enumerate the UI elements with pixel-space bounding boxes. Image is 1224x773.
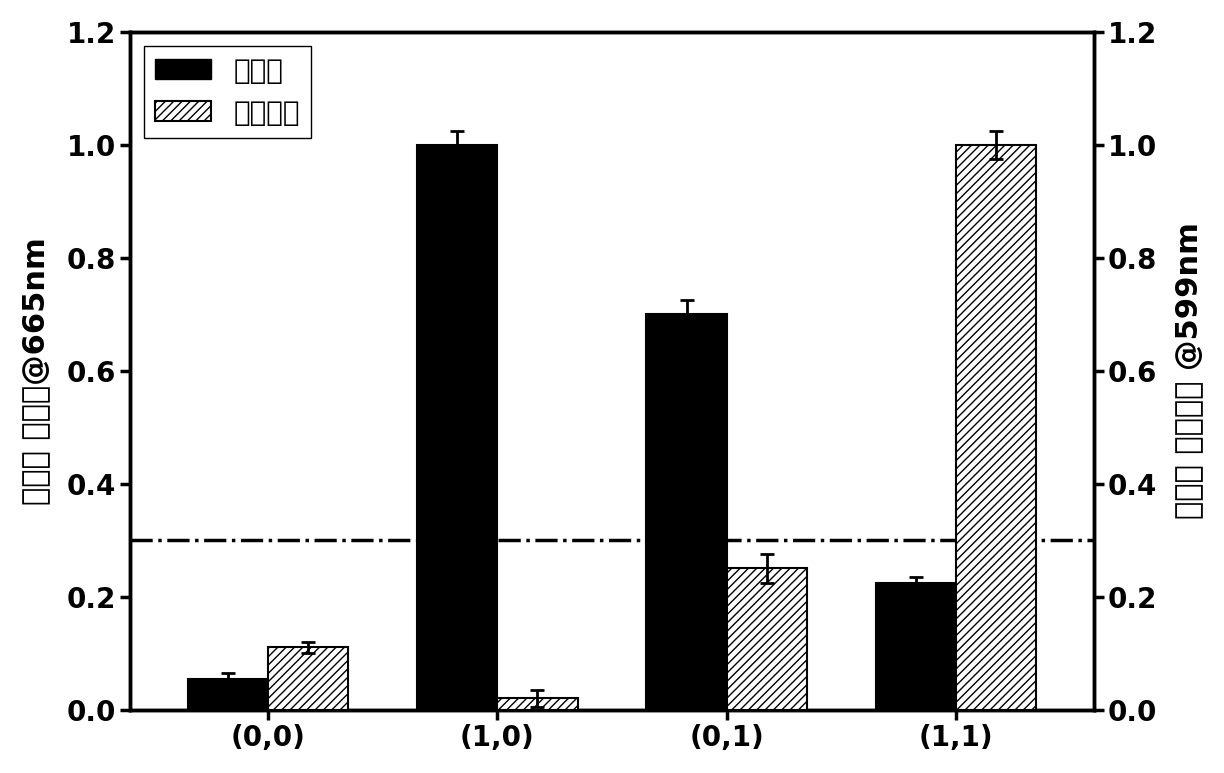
Bar — [417, 145, 497, 710]
Bar — [187, 679, 268, 710]
Y-axis label: 归一化 吸收値@665nm: 归一化 吸收値@665nm — [21, 237, 50, 505]
Bar — [875, 583, 956, 710]
Bar — [727, 568, 807, 710]
Bar — [268, 648, 349, 710]
Bar — [646, 315, 727, 710]
Legend: 吸光度, 荧光强度: 吸光度, 荧光强度 — [144, 46, 311, 138]
Bar — [956, 145, 1037, 710]
Y-axis label: 归一化 荧光强度 @599nm: 归一化 荧光强度 @599nm — [1174, 223, 1203, 519]
Bar — [497, 698, 578, 710]
